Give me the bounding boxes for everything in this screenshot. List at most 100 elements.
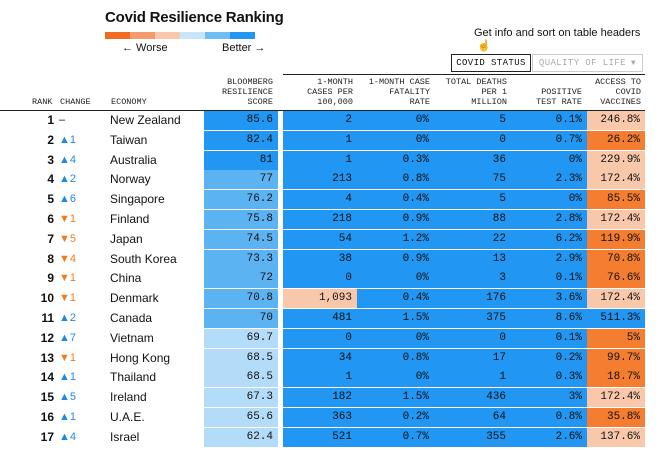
header-divider <box>283 74 645 75</box>
rank-cell: 10 <box>40 291 54 306</box>
score-cell: 81 <box>204 150 278 170</box>
table-row[interactable]: 3 ▲4 Australia 81 1 0.3% 36 0% 229.9% <box>0 150 660 171</box>
score-cell: 73.3 <box>204 249 278 269</box>
deaths-cell: 88 <box>434 210 511 229</box>
rank-up-indicator: ▲4 <box>59 153 77 166</box>
table-row[interactable]: 13 ▼1 Hong Kong 68.5 34 0.8% 17 0.2% 99.7% <box>0 348 660 369</box>
col-change-header[interactable]: CHANGE <box>60 97 91 107</box>
rank-down-indicator: ▼1 <box>59 351 77 364</box>
economy-cell: Denmark <box>110 291 159 306</box>
economy-cell: Australia <box>110 152 157 167</box>
economy-cell: Hong Kong <box>110 350 171 365</box>
economy-cell: New Zealand <box>110 113 181 127</box>
fatality-rate-cell: 0.8% <box>357 348 434 368</box>
caret-down-icon: ▼ <box>630 58 637 68</box>
rank-up-indicator: ▲2 <box>59 312 77 324</box>
cases-cell: 4 <box>283 190 357 210</box>
fatality-rate-cell: 1.5% <box>357 309 434 328</box>
col-score-header[interactable]: BLOOMBERG RESILIENCE SCORE <box>221 77 273 107</box>
table-row[interactable]: 5 ▲6 Singapore 76.2 4 0.4% 5 0% 85.5% <box>0 190 660 210</box>
vaccine-access-cell: 5% <box>587 328 645 348</box>
table-row[interactable]: 12 ▲7 Vietnam 69.7 0 0% 0 0.1% 5% <box>0 328 660 349</box>
change-cell: ▼1 <box>59 269 89 288</box>
vaccine-access-cell: 229.9% <box>587 150 645 170</box>
table-row[interactable]: 14 ▲1 Thailand 68.5 1 0% 1 0.3% 18.7% <box>0 368 660 388</box>
col-positive-header[interactable]: POSITIVE TEST RATE <box>536 87 582 107</box>
vaccine-access-cell: 172.4% <box>587 289 645 309</box>
positive-rate-cell: 0.2% <box>511 348 587 368</box>
legend-swatch <box>230 32 255 39</box>
table-row[interactable]: 7 ▼5 Japan 74.5 54 1.2% 22 6.2% 119.9% <box>0 229 660 250</box>
positive-rate-cell: 2.9% <box>511 249 587 269</box>
table-row[interactable]: 15 ▲5 Ireland 67.3 182 1.5% 436 3% 172.4% <box>0 388 660 408</box>
rank-cell: 3 <box>47 152 54 167</box>
rank-cell: 6 <box>47 212 54 226</box>
table-row[interactable]: 10 ▼1 Denmark 70.8 1,093 0.4% 176 3.6% 172.4% <box>0 289 660 309</box>
deaths-cell: 3 <box>434 269 511 289</box>
score-cell: 62.4 <box>204 427 278 447</box>
deaths-cell: 436 <box>434 388 511 408</box>
rank-cell: 11 <box>41 311 54 325</box>
deaths-cell: 36 <box>434 150 511 170</box>
table-row[interactable]: 2 ▲1 Taiwan 82.4 1 0% 0 0.7% 26.2% <box>0 130 660 151</box>
fatality-rate-cell: 0.7% <box>357 427 434 447</box>
cases-cell: 34 <box>283 348 357 368</box>
vaccine-access-cell: 99.7% <box>587 348 645 368</box>
table-row[interactable]: 11 ▲2 Canada 70 481 1.5% 375 8.6% 511.3% <box>0 309 660 329</box>
cases-cell: 1,093 <box>283 289 357 309</box>
positive-rate-cell: 0.3% <box>511 368 587 388</box>
col-deaths-header[interactable]: TOTAL DEATHS PER 1 MILLION <box>445 77 507 107</box>
cases-cell: 0 <box>283 328 357 348</box>
deaths-cell: 17 <box>434 348 511 368</box>
economy-cell: China <box>110 271 142 286</box>
vaccine-access-cell: 26.2% <box>587 130 645 150</box>
legend-swatch <box>130 32 155 39</box>
table-row[interactable]: 16 ▲1 U.A.E. 65.6 363 0.2% 64 0.8% 35.8% <box>0 408 660 428</box>
positive-rate-cell: 3% <box>511 388 587 408</box>
table-row[interactable]: 9 ▼1 China 72 0 0% 3 0.1% 76.6% <box>0 269 660 289</box>
positive-rate-cell: 2.8% <box>511 210 587 229</box>
deaths-cell: 5 <box>434 111 511 130</box>
deaths-cell: 64 <box>434 408 511 427</box>
deaths-cell: 22 <box>434 229 511 249</box>
positive-rate-cell: 8.6% <box>511 309 587 328</box>
score-cell: 75.8 <box>204 210 278 229</box>
deaths-cell: 0 <box>434 328 511 348</box>
rank-up-indicator: ▲1 <box>59 371 77 384</box>
economy-cell: U.A.E. <box>110 410 145 424</box>
change-cell: ▲1 <box>59 131 89 150</box>
table-row[interactable]: 4 ▲2 Norway 77 213 0.8% 75 2.3% 172.4% <box>0 170 660 190</box>
col-economy-header[interactable]: ECONOMY <box>111 97 147 107</box>
cases-cell: 1 <box>283 368 357 388</box>
change-cell: ▲4 <box>59 428 89 447</box>
economy-cell: Canada <box>110 311 153 325</box>
cases-cell: 1 <box>283 130 357 150</box>
table-row[interactable]: 1– New Zealand 85.6 2 0% 5 0.1% 246.8% <box>0 111 660 131</box>
positive-rate-cell: 0% <box>511 190 587 210</box>
fatality-rate-cell: 0% <box>357 111 434 130</box>
table-row[interactable]: 6 ▼1 Finland 75.8 218 0.9% 88 2.8% 172.4% <box>0 210 660 230</box>
table-row[interactable]: 17 ▲4 Israel 62.4 521 0.7% 355 2.6% 137.6% <box>0 427 660 448</box>
vaccine-access-cell: 172.4% <box>587 388 645 408</box>
change-cell: ▲4 <box>59 151 89 170</box>
legend-swatch <box>180 32 205 39</box>
tab-covid-status[interactable]: COVID STATUS <box>451 54 531 72</box>
change-cell: ▲7 <box>59 329 89 348</box>
tab-quality-of-life[interactable]: QUALITY OF LIFE ▼ <box>532 54 643 72</box>
col-cases-header[interactable]: 1-MONTH CASES PER 100,000 <box>307 77 353 107</box>
col-cfr-header[interactable]: 1-MONTH CASE FATALITY RATE <box>368 77 430 107</box>
rank-cell: 1 <box>47 113 54 127</box>
vaccine-access-cell: 18.7% <box>587 368 645 388</box>
deaths-cell: 5 <box>434 190 511 210</box>
change-cell: ▼1 <box>59 210 89 229</box>
col-vaccines-header[interactable]: ACCESS TO COVID VACCINES <box>595 77 641 107</box>
change-cell: ▲2 <box>59 170 89 189</box>
cases-cell: 54 <box>283 229 357 249</box>
table-row[interactable]: 8 ▼4 South Korea 73.3 38 0.9% 13 2.9% 70.8% <box>0 249 660 270</box>
rank-down-indicator: ▼5 <box>59 232 77 245</box>
score-cell: 70 <box>204 309 278 328</box>
rank-down-indicator: ▼1 <box>59 272 77 285</box>
col-rank-header[interactable]: RANK <box>32 97 53 107</box>
cases-cell: 1 <box>283 150 357 170</box>
change-cell: ▲1 <box>59 368 89 387</box>
